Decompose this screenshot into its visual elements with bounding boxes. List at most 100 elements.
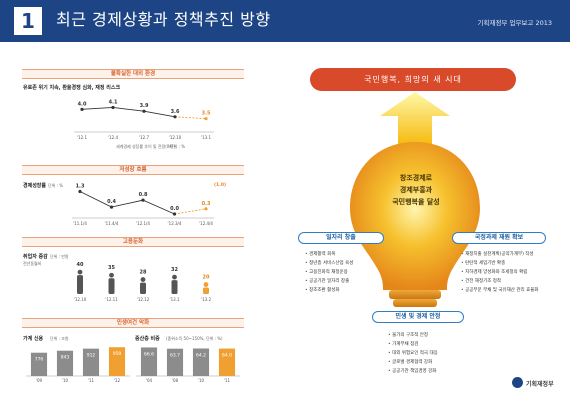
tick-label: '13.2	[201, 297, 211, 302]
bulb-graphic	[350, 142, 480, 307]
section-subtitle-4a: 가계 신용	[23, 336, 44, 342]
chart-middle-class: 66.6 '04 63.7 '08 64.2 '10 64.0 '11	[136, 347, 240, 383]
data-point	[111, 105, 115, 110]
tick-label: '10	[198, 378, 205, 383]
data-label: 3.6	[171, 109, 180, 115]
list-finance: 재정지출 실천계획(공약가계부) 작성 탄탄적 세입기반 확충 지하경제 양성화…	[461, 250, 539, 295]
report-label: 기획재정부 업무보고 2013	[477, 19, 553, 27]
list-item: 지하경제 양성화와 조세정의 확립	[461, 268, 539, 277]
person-icon-head	[109, 272, 114, 278]
list-item: 고용친화적 재정운용	[305, 268, 353, 277]
list-item: 경제활력 회복	[305, 250, 353, 259]
list-item: 공공기관 일자리 창출	[305, 277, 353, 286]
data-point	[204, 207, 208, 211]
person-icon-body	[108, 278, 115, 294]
vision-core-line-2: 경제부흥과	[399, 186, 433, 194]
chart3-unit: 단위 : 만명	[50, 254, 69, 259]
tick-label: '10	[62, 378, 69, 383]
person-icon-head	[77, 269, 83, 275]
person-icon-head	[140, 277, 146, 282]
data-label: 0.0	[170, 206, 179, 212]
data-label: 1.3	[76, 183, 85, 189]
bar	[82, 348, 100, 376]
list-stability: 물가의 구조적 안정 가계부채 점검 대외 위험요인 적극 대응 글로벌 경제협…	[388, 331, 438, 376]
bar	[108, 347, 126, 376]
list-item: 창조조환 활성화	[305, 286, 353, 295]
tick-label: '12.11	[105, 297, 118, 302]
chart-gdp-growth: 1.3 '11.1/4 0.4 '11.4/4 0.8 '12.1/4 0.0 '12.3/4…	[72, 182, 226, 226]
person-icon-body	[140, 282, 146, 294]
data-label: 20	[203, 275, 210, 281]
data-label: 0.8	[139, 192, 148, 198]
chapter-number: 1	[14, 7, 42, 35]
chart1-unit: 단위 : %	[170, 144, 186, 149]
chart2-unit: 단위 : %	[48, 183, 64, 188]
data-label: 64.2	[196, 352, 206, 358]
list-item: 가계부채 점검	[388, 340, 438, 349]
series-forecast-line	[174, 116, 207, 120]
tick-label: '12.4	[108, 135, 118, 140]
tick-label: '12	[114, 378, 121, 383]
tick-label: '13.1	[201, 135, 211, 140]
footer-org: 기획재정부	[526, 381, 554, 388]
data-label: 32	[171, 267, 178, 273]
chart-household-credit: 776 '09 843 '10 912 '11 959 '12	[26, 347, 130, 383]
data-point	[141, 198, 145, 202]
list-item: 공공부문 부채 및 국유재산 관리 효율화	[461, 286, 538, 295]
pill-jobs: 일자리 창출	[298, 232, 384, 244]
series-line	[81, 107, 176, 118]
chart4-unit: 단위 : 조원	[50, 336, 69, 341]
section-title-3: 고용둔화	[22, 237, 244, 247]
tick-label: '04	[146, 378, 153, 383]
data-label: 843	[61, 355, 70, 361]
data-point	[109, 205, 114, 209]
person-icon-head	[203, 282, 209, 287]
chart1-caption: 세계경제 성장률 추이 및 전망(IMF)	[116, 144, 176, 149]
tick-label: '08	[172, 378, 179, 383]
data-point	[80, 107, 84, 111]
data-point	[142, 109, 146, 113]
list-item: 탄탄적 세입기반 확충	[461, 259, 539, 268]
tick-label: '12.12	[137, 297, 150, 302]
list-item: 청년층 서비스산업 육성	[305, 259, 353, 268]
data-point	[172, 212, 177, 216]
vision-core: 창조경제로 경제부흥과 국민행복을 달성	[376, 172, 456, 208]
list-item: 공공기관 책임경영 강화	[388, 367, 438, 376]
tick-label: '12.1/4	[136, 221, 150, 226]
person-icon-head	[172, 274, 177, 280]
data-label: 4.1	[109, 99, 118, 105]
section-subtitle-4b: 중산층 비중	[135, 336, 160, 342]
bar	[166, 348, 184, 376]
chart-employment: 40 '12.10 35 '12.11 28 '12.12 32 '13.1 20 '13.2	[74, 262, 212, 302]
series-line	[79, 191, 175, 215]
section-subtitle-3: 취업자 증감	[23, 254, 48, 260]
chart-annotation: (1.0)	[214, 182, 226, 188]
list-item: 글로벌 경제협력 강화	[388, 358, 438, 367]
data-label: 3.9	[140, 103, 149, 109]
bar	[30, 352, 48, 376]
list-jobs: 경제활력 회복 청년층 서비스산업 육성 고용친화적 재정운용 공공기관 일자리…	[305, 250, 353, 295]
data-label: 40	[77, 262, 84, 268]
person-icon-body	[77, 275, 83, 294]
tick-label: '11	[88, 378, 95, 383]
section-title-1: 불확실한 대외 환경	[22, 69, 244, 79]
list-item: 물가의 구조적 안정	[388, 331, 438, 340]
data-point	[78, 189, 82, 194]
tick-label: '12.10	[169, 135, 182, 140]
tick-label: '11.1/4	[73, 221, 87, 226]
arrow-graphic	[380, 92, 450, 150]
person-icon-body	[203, 287, 209, 294]
vision-banner: 국민행복, 희망의 새 시대	[310, 68, 516, 91]
data-point	[204, 117, 208, 121]
data-label: 912	[87, 353, 96, 359]
data-label: 0.3	[202, 201, 211, 207]
tick-label: '12.3/4	[168, 221, 182, 226]
tick-label: '12.4/4	[199, 221, 213, 226]
section-subtitle-2: 경제성장률	[23, 183, 47, 189]
pill-finance: 국정과제 재원 확보	[452, 232, 546, 244]
data-label: 776	[35, 357, 44, 363]
pill-stability: 민생 및 경제 안정	[372, 311, 464, 323]
page-title: 최근 경제상황과 정책추진 방향	[56, 10, 271, 29]
person-icon-body	[171, 280, 178, 294]
data-label: 63.7	[170, 353, 180, 359]
